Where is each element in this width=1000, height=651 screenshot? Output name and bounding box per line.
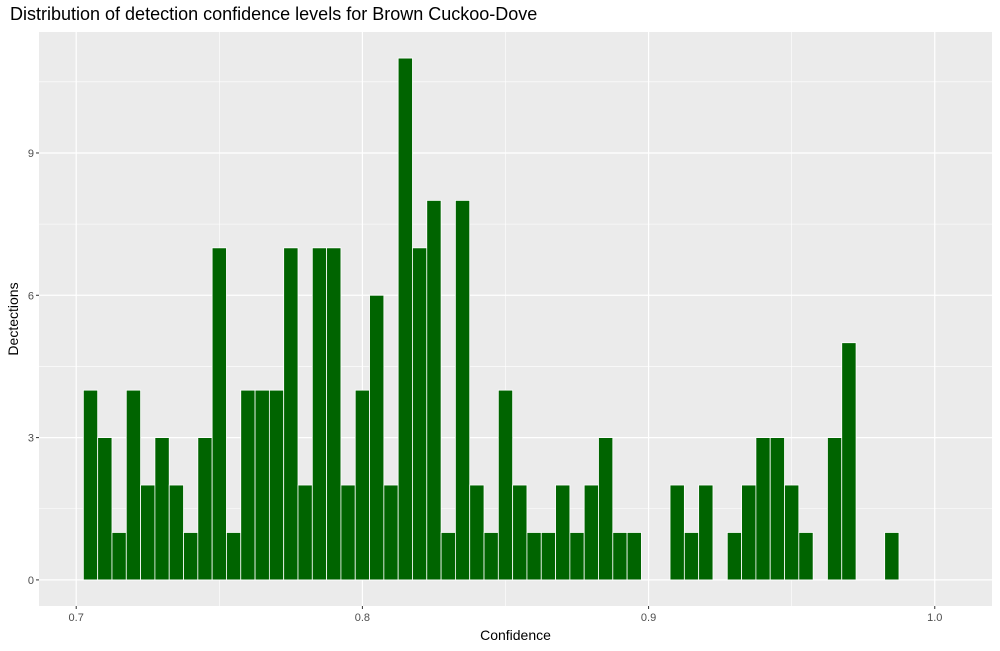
histogram-bar [598, 437, 614, 581]
histogram-bar [354, 389, 370, 581]
histogram-bar [540, 532, 556, 581]
histogram-bar [469, 484, 485, 581]
histogram-bar [483, 532, 499, 581]
histogram-bar [769, 437, 785, 581]
x-tick-label: 0.8 [355, 612, 370, 624]
x-axis-title: Confidence [480, 627, 551, 643]
axes: 0.7 0.8 0.9 1.0 0 3 6 9 [28, 148, 943, 624]
histogram-bar [397, 57, 413, 581]
histogram-bar [97, 437, 113, 581]
histogram-bar [841, 342, 857, 581]
histogram-bar [426, 200, 442, 581]
chart-title: Distribution of detection confidence lev… [10, 4, 538, 24]
histogram-bar [512, 484, 528, 581]
histogram-bar [340, 484, 356, 581]
bars [82, 57, 900, 581]
x-tick-label: 0.9 [641, 612, 656, 624]
y-axis-title: Dectections [5, 282, 21, 355]
histogram-bar [440, 532, 456, 581]
histogram-bar [154, 437, 170, 581]
histogram-bar [884, 532, 900, 581]
histogram-bar [612, 532, 628, 581]
histogram-bar [211, 247, 227, 581]
histogram-bar [798, 532, 814, 581]
histogram-bar [683, 532, 700, 581]
histogram-bar [497, 389, 514, 581]
histogram-bar [197, 437, 213, 581]
histogram-bar [326, 247, 342, 581]
histogram-bar [569, 532, 585, 581]
histogram-bar [254, 389, 270, 581]
histogram-bar [626, 532, 642, 581]
histogram-bar [111, 532, 127, 581]
y-tick-label: 9 [28, 148, 34, 160]
histogram-bar [226, 532, 242, 581]
histogram-bar [827, 437, 843, 581]
histogram-bar [412, 247, 428, 581]
histogram-bar [268, 389, 285, 581]
y-tick-label: 3 [28, 433, 34, 445]
histogram-bar [583, 484, 599, 581]
histogram-bar [669, 484, 685, 581]
histogram-bar [755, 437, 771, 581]
y-tick-label: 0 [28, 575, 34, 587]
x-tick-label: 0.7 [69, 612, 84, 624]
histogram-bar [82, 389, 99, 581]
histogram-bar [283, 247, 299, 581]
histogram-bar [168, 484, 184, 581]
histogram-bar [140, 484, 156, 581]
histogram-bar [455, 200, 471, 581]
histogram-bar [741, 484, 757, 581]
histogram-bar [526, 532, 542, 581]
histogram-bar [183, 532, 199, 581]
x-tick-label: 1.0 [927, 612, 942, 624]
histogram-bar [297, 484, 313, 581]
histogram-bar [125, 389, 141, 581]
histogram-bar [726, 532, 742, 581]
histogram-bar [311, 247, 328, 581]
histogram-bar [698, 484, 714, 581]
histogram-bar [555, 484, 571, 581]
histogram-bar [784, 484, 800, 581]
histogram-bar [383, 484, 399, 581]
histogram-bar [369, 294, 385, 581]
histogram-bar [240, 389, 256, 581]
y-tick-label: 6 [28, 290, 34, 302]
